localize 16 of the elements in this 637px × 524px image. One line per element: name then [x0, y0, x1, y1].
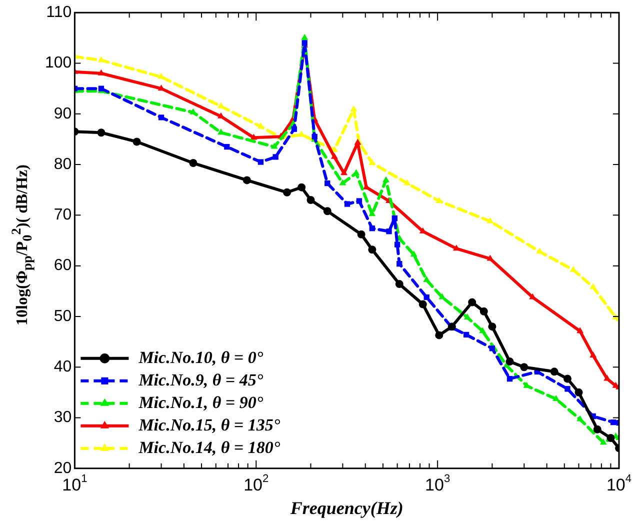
- y-tick-label: 60: [54, 257, 72, 274]
- y-tick-label: 90: [54, 105, 72, 122]
- y-tick-label: 20: [54, 460, 72, 477]
- legend-label: Mic.No.9, θ = 45°: [138, 370, 264, 390]
- y-tick-label: 80: [54, 156, 72, 173]
- legend-label: Mic.No.10, θ = 0°: [138, 348, 264, 367]
- y-tick-label: 40: [54, 358, 72, 376]
- legend-label: Mic.No.14, θ = 180°: [138, 438, 280, 457]
- y-tick-label: 100: [44, 54, 72, 72]
- y-tick-label: 30: [54, 409, 72, 426]
- y-tick-label: 50: [54, 308, 72, 325]
- legend-label: Mic.No.15, θ = 135°: [138, 415, 280, 434]
- x-axis-title: Frequency(Hz): [289, 498, 404, 518]
- y-tick-label: 110: [46, 4, 72, 22]
- legend-label: Mic.No.1, θ = 90°: [138, 392, 264, 412]
- y-tick-label: 70: [54, 206, 72, 224]
